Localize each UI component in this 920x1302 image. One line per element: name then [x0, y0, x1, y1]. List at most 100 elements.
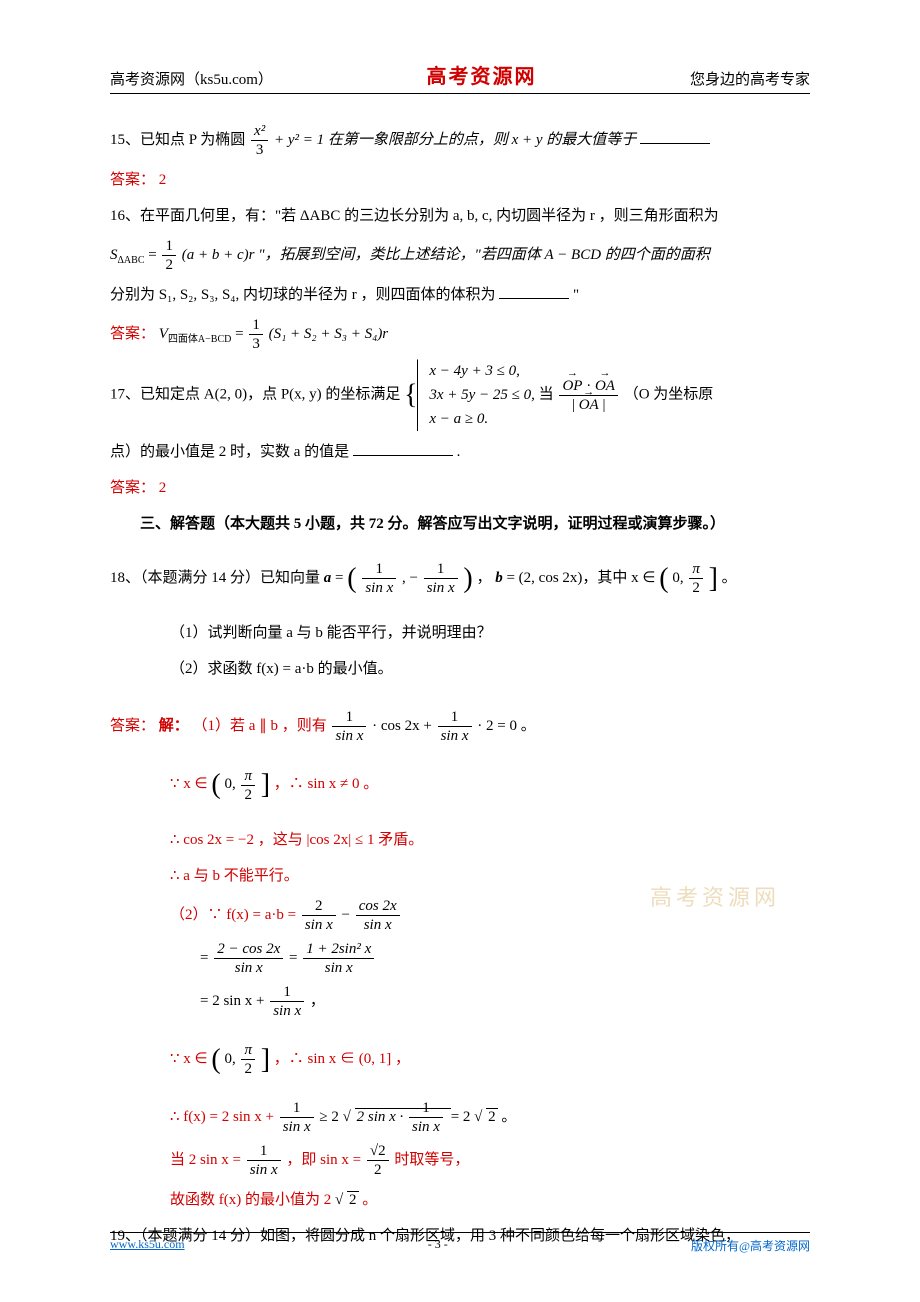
sol18-s6: = 2 − cos 2x sin x = 1 + 2sin² x sin x [110, 940, 810, 977]
paren-l: ( [211, 1044, 220, 1075]
s6-f1: 2 − cos 2x sin x [214, 940, 283, 977]
sol18-s9: ∴ f(x) = 2 sin x + 1 sin x ≥ 2 2 sin x ·… [110, 1099, 810, 1136]
frac-num: 1 + 2sin² x [303, 940, 374, 959]
sol18-s3: ∴ cos 2x = −2 ，这与 |cos 2x| ≤ 1 矛盾。 [110, 825, 810, 855]
q17-tail: （O 为坐标原 [624, 387, 714, 403]
s10-f2: √2 2 [367, 1142, 389, 1179]
frac-den: sin x [362, 579, 396, 597]
s7-frac: 1 sin x [270, 983, 304, 1020]
answer-value: 2 [159, 172, 167, 188]
bracket-r: ] [261, 769, 270, 800]
s7-eq: = 2 sin x + [200, 993, 268, 1009]
s5-f2: cos 2x sin x [356, 897, 400, 934]
watermark-text: 高考资源网 [650, 880, 780, 912]
page-header: 高考资源网（ks5u.com） 高考资源网 您身边的高考专家 [110, 60, 810, 94]
s8-b: ，∴ sin x ∈ (0, 1] ， [274, 1051, 410, 1067]
s8-a: ∵ x ∈ [170, 1051, 211, 1067]
sol18-s8: ∵ x ∈ ( 0, π 2 ] ，∴ sin x ∈ (0, 1] ， [110, 1026, 810, 1093]
q18-sub1: （1）试判断向量 a 与 b 能否平行，并说明理由？ [110, 618, 810, 648]
footer-copyright: 版权所有@高考资源网 [691, 1237, 810, 1254]
eq2: = [289, 950, 301, 966]
frac-num: 1 [409, 1099, 443, 1118]
q18-head-text: 18、（本题满分 14 分）已知向量 [110, 570, 324, 586]
q17-l1: 17、已知定点 A(2, 0)，点 P(x, y) 的坐标满足 { x − 4y… [110, 359, 810, 431]
q16-l3-tail: " [573, 287, 579, 303]
frac-num: cos 2x [356, 897, 400, 916]
frac-num: 2 − cos 2x [214, 940, 283, 959]
s6-f2: 1 + 2sin² x sin x [303, 940, 374, 977]
eq: = [148, 247, 160, 263]
q15-prefix: 15、已知点 P 为椭圆 [110, 132, 249, 148]
s1-f1: 1 sin x [332, 708, 366, 745]
q17-mid: 当 [539, 387, 558, 403]
sqrt2-val: 2 [486, 1108, 498, 1125]
frac-num: 1 [162, 237, 176, 256]
frac-den: sin x [424, 579, 458, 597]
b-val: = (2, cos 2x)，其中 x ∈ [506, 570, 659, 586]
frac-den: sin x [214, 959, 283, 977]
frac-den: 3 [249, 335, 263, 353]
q16-formula: SΔABC = 1 2 (a + b + c)r "，拓展到空间，类比上述结论，… [110, 237, 810, 274]
frac-num: 1 [270, 983, 304, 1002]
half-frac: 1 2 [162, 237, 176, 274]
frac-den: sin x [332, 727, 366, 745]
sol18-s10: 当 2 sin x = 1 sin x ，即 sin x = √2 2 时取等号… [110, 1142, 810, 1179]
page-body: 高考资源网（ks5u.com） 高考资源网 您身边的高考专家 15、已知点 P … [0, 0, 920, 1297]
frac-num: 1 [280, 1099, 314, 1118]
frac-num: π [241, 767, 255, 786]
s11-a: 故函数 f(x) 的最小值为 2 [170, 1192, 331, 1208]
frac-num: 1 [249, 316, 263, 335]
q18-head: 18、（本题满分 14 分）已知向量 a = ( 1 sin x , − 1 s… [110, 545, 810, 612]
answer-label: 答案： [110, 718, 155, 734]
q16-ans-rhs: (S₁ + S₂ + S₃ + S₄)r [269, 326, 389, 342]
paren-r: ) [463, 563, 472, 594]
frac-den: sin x [303, 959, 374, 977]
page-footer: www.ks5u.com - 3 - 版权所有@高考资源网 [110, 1232, 810, 1254]
vec-a: a [324, 570, 332, 586]
frac-num: 1 [362, 560, 396, 579]
sqrt-icon: 2 sin x · 1 sin x [343, 1109, 451, 1125]
s1-tail: · 2 = 0 。 [477, 718, 535, 734]
q16-l3-text: 分别为 S₁, S₂, S₃, S₄, 内切球的半径为 r ，则四面体的体积为 [110, 287, 496, 303]
q17-l2-text: 点）的最小值是 2 时，实数 a 的值是 [110, 444, 349, 460]
q17-system: x − 4y + 3 ≤ 0, 3x + 5y − 25 ≤ 0, x − a … [423, 359, 535, 431]
sqrt-inner-a: 2 sin x · [357, 1109, 407, 1125]
s9-a: ∴ f(x) = 2 sin x + [170, 1109, 278, 1125]
frac-den: sin x [280, 1118, 314, 1136]
a1-frac: 1 sin x [362, 560, 396, 597]
s9-eq: = 2 [451, 1109, 471, 1125]
answer-value: 2 [159, 480, 167, 496]
S-sub: ΔABC [118, 255, 145, 266]
period: 。 [501, 1109, 516, 1125]
q15-after: + y² = 1 在第一象限部分上的点，则 x + y 的最大值等于 [274, 132, 636, 148]
V-sym: V [159, 326, 168, 342]
frac-den: 3 [251, 141, 268, 159]
frac-den: sin x [270, 1002, 304, 1020]
paren-l: ( [347, 563, 356, 594]
bracket-r: ] [261, 1044, 270, 1075]
frac-den: sin x [356, 916, 400, 934]
answer-label: 答案： [110, 326, 155, 342]
q17-vecfrac: OP · OA | OA | [559, 377, 618, 414]
sol18-s1: 答案： 解： （1）若 a ∥ b ，则有 1 sin x · cos 2x +… [110, 708, 810, 745]
sol18-s7: = 2 sin x + 1 sin x ， [110, 983, 810, 1020]
jie-label: 解： [159, 718, 189, 734]
q16-rhs: (a + b + c)r "，拓展到空间，类比上述结论，"若四面体 A − BC… [182, 247, 710, 263]
period: 。 [722, 570, 737, 586]
footer-url[interactable]: www.ks5u.com [110, 1237, 185, 1254]
sqrt2-icon: 2 [474, 1109, 498, 1125]
s2-a: ∵ x ∈ [170, 776, 211, 792]
q17-blank [353, 441, 453, 456]
q16-answer: 答案： V四面体A−BCD = 1 3 (S₁ + S₂ + S₃ + S₄)r [110, 316, 810, 353]
page-number: - 3 - [428, 1237, 448, 1254]
q17-answer: 答案： 2 [110, 473, 810, 503]
S-sym: S [110, 247, 118, 263]
bracket-l: ( [659, 563, 668, 594]
s1-mid: · cos 2x + [372, 718, 435, 734]
q15-blank [640, 129, 710, 144]
q17-l2: 点）的最小值是 2 时，实数 a 的值是 . [110, 437, 810, 467]
sqrt-icon: 2 [335, 1192, 359, 1208]
section3-heading: 三、解答题（本大题共 5 小题，共 72 分。解答应写出文字说明，证明过程或演算… [110, 509, 810, 539]
q15-answer: 答案： 2 [110, 165, 810, 195]
q18-sub2: （2）求函数 f(x) = a·b 的最小值。 [110, 654, 810, 684]
